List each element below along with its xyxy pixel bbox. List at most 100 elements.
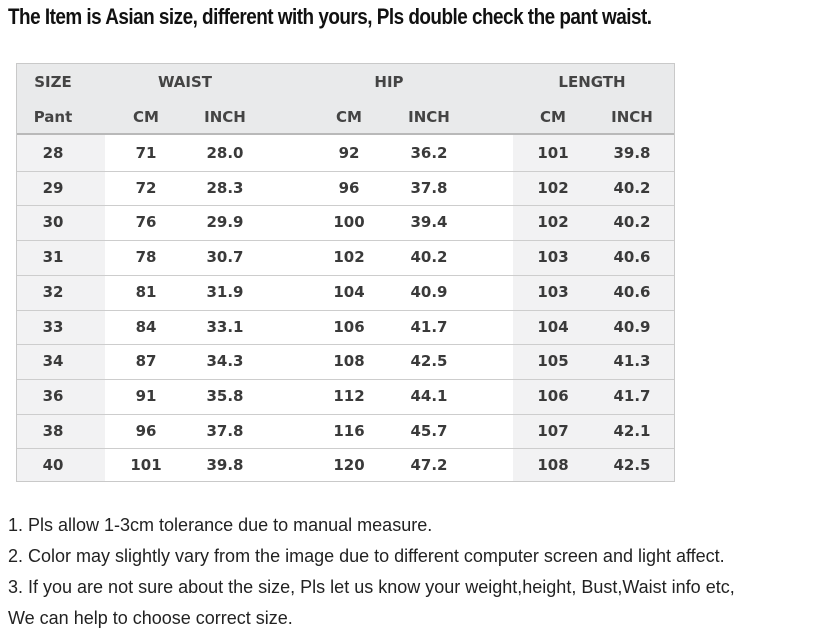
table-cell: 92 (338, 144, 360, 162)
table-cell: 41.7 (613, 387, 651, 405)
table-cell: 40.6 (613, 248, 651, 266)
table-cell: 31.9 (206, 283, 244, 301)
table-cell: 45.7 (410, 422, 448, 440)
sub-header: INCH (611, 108, 653, 126)
table-cell: 96 (135, 422, 157, 440)
table-cell: 40.9 (613, 318, 651, 336)
sub-header: INCH (204, 108, 246, 126)
table-cell: 40 (42, 456, 64, 474)
table-cell: 40.2 (613, 213, 651, 231)
table-cell: 37.8 (410, 179, 448, 197)
size-column-shade (17, 134, 105, 481)
table-cell: 36.2 (410, 144, 448, 162)
table-cell: 102 (333, 248, 365, 266)
table-cell: 32 (42, 283, 64, 301)
header-background (17, 64, 674, 134)
table-cell: 40.6 (613, 283, 651, 301)
table-cell: 96 (338, 179, 360, 197)
table-cell: 39.8 (613, 144, 651, 162)
row-divider (17, 344, 674, 345)
table-cell: 41.3 (613, 352, 651, 370)
table-cell: 108 (333, 352, 365, 370)
size-chart-image: SIZE WAIST HIP LENGTH Pant CM INCH CM INCH CM INCH… (16, 63, 675, 482)
notes-list: 1. Pls allow 1-3cm tolerance due to manu… (8, 510, 735, 634)
row-divider (17, 448, 674, 449)
table-cell: 39.4 (410, 213, 448, 231)
sub-header: CM (336, 108, 362, 126)
table-cell: 103 (537, 248, 569, 266)
table-cell: 44.1 (410, 387, 448, 405)
table-cell: 36 (42, 387, 64, 405)
table-cell: 106 (537, 387, 569, 405)
row-divider (17, 205, 674, 206)
note-item: 3. If you are not sure about the size, P… (8, 577, 735, 597)
table-cell: 40.2 (410, 248, 448, 266)
note-item: We can help to choose correct size. (8, 608, 293, 628)
table-cell: 106 (333, 318, 365, 336)
row-divider (17, 414, 674, 415)
table-cell: 40.2 (613, 179, 651, 197)
table-cell: 91 (135, 387, 157, 405)
table-cell: 34.3 (206, 352, 244, 370)
header-divider (17, 133, 674, 135)
table-cell: 107 (537, 422, 569, 440)
table-cell: 87 (135, 352, 157, 370)
row-divider (17, 379, 674, 380)
page-headline: The Item is Asian size, different with y… (8, 4, 652, 29)
table-cell: 30 (42, 213, 64, 231)
group-header: SIZE (34, 73, 72, 91)
table-cell: 42.1 (613, 422, 651, 440)
table-cell: 112 (333, 387, 365, 405)
table-cell: 28.3 (206, 179, 244, 197)
table-cell: 76 (135, 213, 157, 231)
table-cell: 40.9 (410, 283, 448, 301)
table-cell: 31 (42, 248, 64, 266)
table-cell: 84 (135, 318, 157, 336)
table-cell: 47.2 (410, 456, 448, 474)
table-cell: 104 (333, 283, 365, 301)
table-cell: 100 (333, 213, 365, 231)
sub-header: CM (133, 108, 159, 126)
row-divider (17, 310, 674, 311)
table-cell: 81 (135, 283, 157, 301)
table-cell: 101 (537, 144, 569, 162)
table-cell: 30.7 (206, 248, 244, 266)
table-cell: 108 (537, 456, 569, 474)
table-cell: 101 (130, 456, 162, 474)
length-column-shade (513, 134, 674, 481)
table-cell: 41.7 (410, 318, 448, 336)
sub-header: INCH (408, 108, 450, 126)
table-cell: 78 (135, 248, 157, 266)
table-cell: 71 (135, 144, 157, 162)
group-header: LENGTH (558, 73, 626, 91)
table-cell: 42.5 (613, 456, 651, 474)
group-header: HIP (374, 73, 404, 91)
table-cell: 102 (537, 179, 569, 197)
note-item: 1. Pls allow 1-3cm tolerance due to manu… (8, 515, 433, 535)
sub-header: CM (540, 108, 566, 126)
table-cell: 33 (42, 318, 64, 336)
table-cell: 104 (537, 318, 569, 336)
table-cell: 29.9 (206, 213, 244, 231)
table-cell: 116 (333, 422, 365, 440)
table-cell: 28.0 (206, 144, 244, 162)
table-cell: 105 (537, 352, 569, 370)
table-cell: 37.8 (206, 422, 244, 440)
table-cell: 120 (333, 456, 365, 474)
table-cell: 29 (42, 179, 64, 197)
note-item: 2. Color may slightly vary from the imag… (8, 546, 725, 566)
table-cell: 72 (135, 179, 157, 197)
table-cell: 33.1 (206, 318, 244, 336)
table-cell: 35.8 (206, 387, 244, 405)
table-cell: 38 (42, 422, 64, 440)
group-header: WAIST (157, 73, 213, 91)
sub-header: Pant (33, 108, 73, 126)
table-cell: 103 (537, 283, 569, 301)
table-cell: 34 (42, 352, 64, 370)
table-cell: 28 (42, 144, 64, 162)
table-cell: 42.5 (410, 352, 448, 370)
row-divider (17, 171, 674, 172)
row-divider (17, 275, 674, 276)
row-divider (17, 240, 674, 241)
table-cell: 102 (537, 213, 569, 231)
